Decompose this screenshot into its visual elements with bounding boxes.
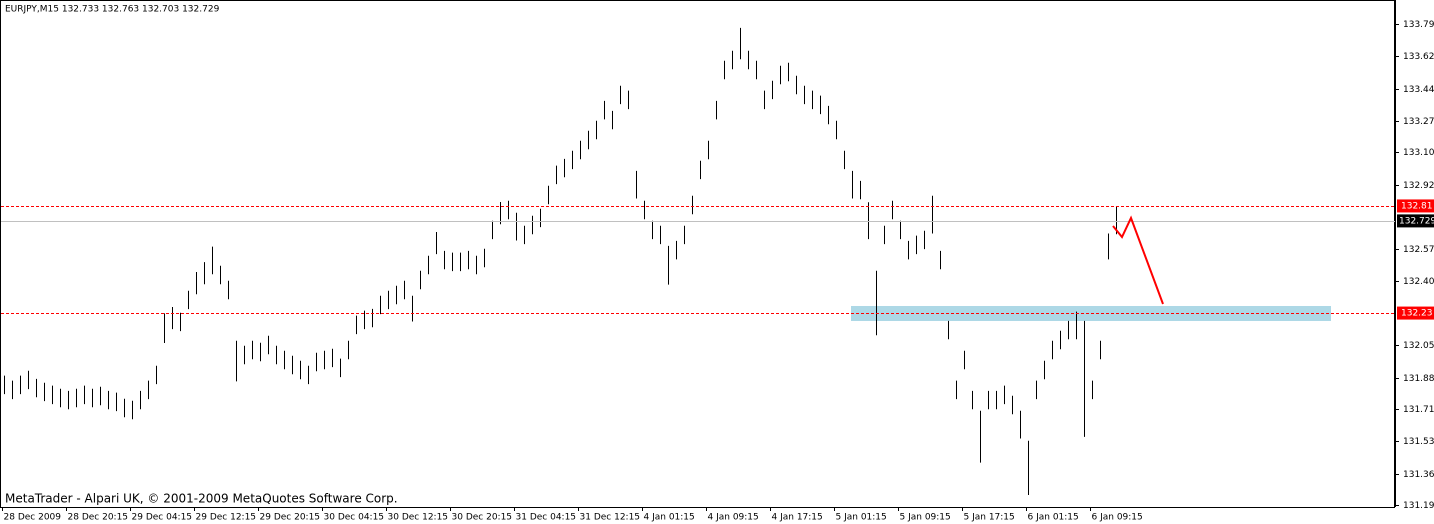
level-label-box [1397,306,1434,320]
x-tick-label: 5 Jan 09:15 [900,513,951,523]
y-tick-label: 132.575 [1403,245,1434,255]
x-tick-label: 30 Dec 12:15 [388,513,449,523]
x-tick-label: 29 Dec 20:15 [260,513,321,523]
y-tick-label: 133.270 [1403,117,1434,127]
x-tick-label: 31 Dec 12:15 [580,513,641,523]
plot-frame [0,0,1395,508]
forecast-arrow [1112,215,1164,305]
x-tick-label: 28 Dec 20:15 [68,513,129,523]
y-tick-label: 131.190 [1403,501,1434,511]
y-tick-label: 131.710 [1403,405,1434,415]
level-label: 132.23 [1401,309,1433,319]
current-price-box [1397,214,1434,228]
y-tick-label: 133.445 [1403,85,1434,95]
y-tick-label: 133.100 [1403,148,1434,158]
footer: MetaTrader - Alpari UK, © 2001-2009 Meta… [5,492,398,506]
level-label-box [1397,199,1434,213]
x-tick-label: 6 Jan 01:15 [1028,513,1079,523]
y-tick-label: 131.535 [1403,437,1434,447]
x-tick-label: 4 Jan 17:15 [772,513,823,523]
y-tick-label: 133.795 [1403,20,1434,30]
x-tick-label: 5 Jan 17:15 [964,513,1015,523]
current-price-label: 132.729 [1399,216,1434,226]
level-label: 132.81 [1401,201,1433,211]
x-tick-label: 4 Jan 09:15 [708,513,759,523]
x-tick-label: 31 Dec 04:15 [516,513,577,523]
y-tick-label: 133.620 [1403,52,1434,62]
x-tick-label: 30 Dec 20:15 [452,513,513,523]
x-tick-label: 29 Dec 04:15 [132,513,193,523]
y-tick-label: 132.405 [1403,277,1434,287]
x-tick-label: 4 Jan 01:15 [644,513,695,523]
x-tick-label: 30 Dec 04:15 [324,513,385,523]
chart-title: EURJPY,M15 132.733 132.763 132.703 132.7… [5,5,220,15]
y-tick-label: 132.925 [1403,181,1434,191]
y-tick-label: 131.880 [1403,374,1434,384]
x-tick-label: 29 Dec 12:15 [196,513,257,523]
x-tick-label: 28 Dec 2009 [4,513,62,523]
y-tick-label: 132.055 [1403,341,1434,351]
x-tick-label: 5 Jan 01:15 [836,513,887,523]
y-tick-label: 131.360 [1403,470,1434,480]
x-tick-label: 6 Jan 09:15 [1092,513,1143,523]
